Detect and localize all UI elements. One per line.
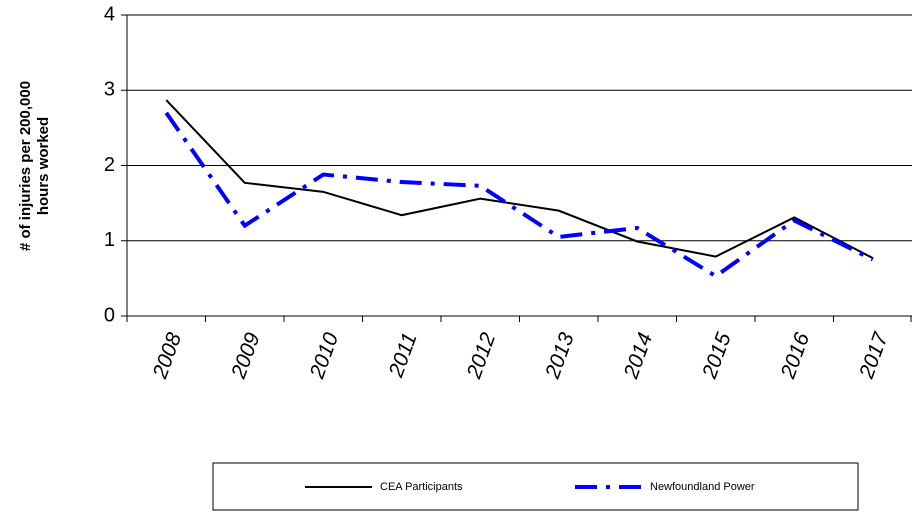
x-tick-label: 2015 — [698, 329, 736, 382]
y-tick-label: 0 — [104, 304, 115, 326]
y-tick-label: 2 — [104, 154, 115, 176]
x-tick-label: 2008 — [148, 329, 186, 382]
series-line — [165, 99, 874, 259]
y-tick-label: 3 — [104, 79, 115, 101]
x-tick-label: 2009 — [227, 329, 265, 382]
series-line — [164, 111, 874, 279]
y-axis-title: # of injuries per 200,000 hours worked — [17, 81, 52, 251]
x-tick-label: 2013 — [541, 329, 579, 382]
y-tick-label: 1 — [104, 229, 115, 251]
legend-label: Newfoundland Power — [650, 481, 755, 493]
y-tick-label: 4 — [104, 3, 115, 25]
x-tick-label: 2012 — [462, 329, 500, 382]
legend-label: CEA Participants — [380, 481, 463, 493]
x-tick-label: 2014 — [619, 330, 657, 383]
y-axis-title-line: hours worked — [35, 117, 52, 215]
x-tick-label: 2010 — [305, 329, 343, 382]
x-tick-label: 2016 — [776, 329, 814, 382]
x-tick-label: 2011 — [384, 330, 421, 381]
y-axis-title-line: # of injuries per 200,000 — [17, 81, 34, 251]
x-tick-label: 2017 — [855, 329, 893, 383]
